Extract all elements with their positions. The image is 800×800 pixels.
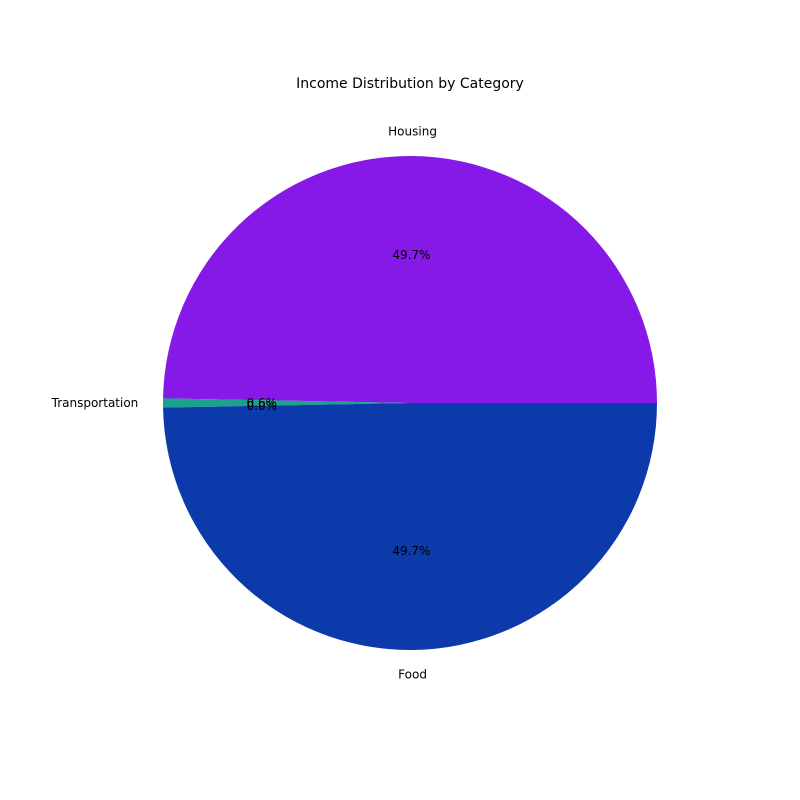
pie-slice-housing — [163, 155, 657, 403]
slice-percent-transportation: 0.6% — [247, 396, 278, 410]
pie-slice-transportation — [163, 398, 410, 408]
pie-slices — [163, 155, 657, 651]
slice-percent-food: 49.7% — [392, 544, 430, 558]
pie-labels: Housing 49.7% Transportation 0.6%0.0% Food 49… — [51, 124, 437, 681]
slice-label-food: Food — [398, 668, 427, 682]
slice-label-housing: Housing — [388, 124, 437, 138]
pie-slice-food — [163, 403, 657, 651]
slice-percent-unlabeled: 0.0% — [247, 399, 278, 413]
slice-label-transportation: Transportation — [51, 396, 139, 410]
slice-percent-housing: 49.7% — [392, 248, 430, 262]
chart-title: Income Distribution by Category — [296, 76, 524, 92]
